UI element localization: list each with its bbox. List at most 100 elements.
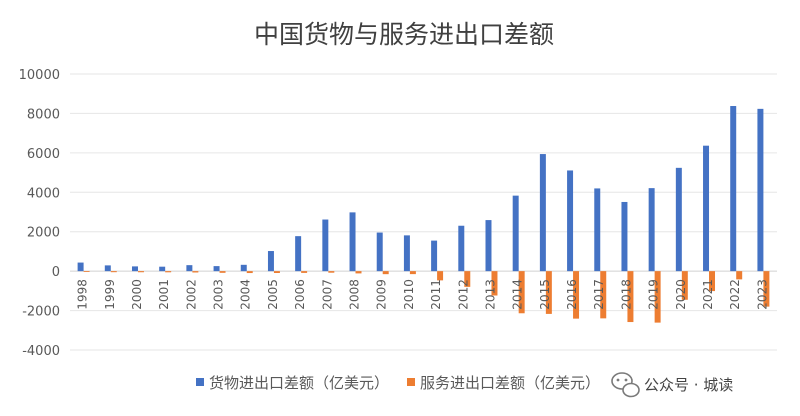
legend-swatch-services [407, 378, 415, 386]
services-bar [192, 271, 199, 273]
services-bar [355, 271, 362, 274]
x-tick-label: 1999 [103, 279, 117, 310]
x-tick-label: 1998 [76, 279, 90, 310]
services-bar [627, 271, 634, 323]
goods-bar [458, 225, 465, 272]
x-tick-label: 2010 [402, 279, 416, 310]
x-tick-label: 2000 [130, 279, 144, 310]
services-bar [600, 271, 607, 319]
services-bar [246, 271, 253, 274]
x-tick-label: 2006 [293, 279, 307, 310]
services-bar [110, 271, 117, 273]
goods-bar [485, 220, 492, 272]
services-bar [409, 271, 416, 275]
goods-bar [757, 108, 764, 272]
x-tick-label: 2013 [483, 279, 497, 310]
services-bar [736, 271, 743, 280]
goods-bar [77, 262, 84, 272]
goods-bar [159, 266, 166, 272]
goods-bar [104, 265, 111, 272]
services-bar [709, 271, 716, 292]
services-bar [137, 271, 144, 273]
legend-label-goods: 货物进出口差额（亿美元） [209, 374, 389, 392]
services-bar [83, 271, 90, 272]
services-bar [464, 271, 471, 287]
services-bar [545, 271, 552, 314]
goods-bar [186, 265, 193, 272]
x-tick-label: 2009 [375, 279, 389, 310]
legend-label-services: 服务进出口差额（亿美元） [420, 374, 600, 392]
x-tick-label: 2019 [647, 279, 661, 310]
goods-bar [403, 235, 410, 272]
x-tick-label: 2016 [565, 279, 579, 310]
x-tick-label: 2007 [320, 279, 334, 310]
services-bar [382, 271, 389, 275]
x-tick-label: 2005 [266, 279, 280, 310]
bar-layer [77, 106, 770, 323]
y-tick-label: 10000 [19, 68, 60, 83]
goods-bar [131, 266, 138, 272]
services-bar [328, 271, 335, 273]
goods-bar [621, 201, 628, 272]
services-bar [301, 271, 308, 273]
x-tick-label: 2020 [674, 279, 688, 310]
goods-bar [267, 251, 274, 272]
x-tick-label: 2003 [212, 279, 226, 310]
x-tick-label: 2011 [429, 279, 443, 310]
y-tick-label: 0 [52, 265, 60, 280]
services-bar [654, 271, 661, 323]
legend: 货物进出口差额（亿美元） 服务进出口差额（亿美元） [196, 374, 600, 392]
goods-bar [349, 212, 356, 272]
y-tick-label: -2000 [22, 305, 60, 320]
x-tick-label: 2017 [592, 279, 606, 310]
goods-bar [730, 106, 737, 272]
y-tick-labels: -4000 -2000 0 2000 4000 6000 8000 10000 [19, 68, 60, 359]
services-bar [273, 271, 280, 273]
goods-bar [376, 232, 383, 272]
x-tick-label: 2004 [239, 279, 253, 310]
goods-bar [213, 266, 220, 272]
goods-bar [703, 145, 710, 272]
x-tick-label: 2015 [538, 279, 552, 310]
watermark-text: 公众号 · 城读 [644, 376, 733, 394]
x-tick-label: 2021 [701, 279, 715, 310]
services-bar [165, 271, 172, 273]
x-tick-label: 2014 [511, 279, 525, 310]
goods-bar [567, 170, 574, 272]
x-tick-label: 2023 [755, 279, 769, 310]
y-tick-label: 8000 [27, 107, 60, 122]
x-tick-label: 2018 [619, 279, 633, 310]
x-tick-label: 2002 [184, 279, 198, 310]
x-tick-label: 2022 [728, 279, 742, 310]
y-tick-label: 6000 [27, 147, 60, 162]
x-tick-labels: 1998 1999 2000 2001 2002 2003 2004 2005 2006 2007… [76, 279, 770, 310]
services-bar [573, 271, 580, 319]
services-bar [763, 271, 770, 307]
goods-bar [648, 188, 655, 272]
services-bar [518, 271, 525, 314]
wechat-icon [611, 372, 640, 398]
x-tick-label: 2012 [456, 279, 470, 310]
goods-bar [431, 240, 438, 272]
y-tick-label: 2000 [27, 226, 60, 241]
goods-bar [322, 219, 329, 272]
goods-bar [295, 236, 302, 272]
goods-bar [594, 188, 601, 272]
services-bar [437, 271, 444, 281]
services-bar [491, 271, 498, 296]
services-bar [681, 271, 688, 300]
goods-bar [539, 154, 546, 272]
grid-layer [70, 73, 777, 351]
goods-bar [675, 167, 682, 272]
x-tick-label: 2008 [348, 279, 362, 310]
watermark: 公众号 · 城读 [611, 372, 733, 398]
legend-swatch-goods [196, 378, 204, 386]
x-tick-label: 2001 [157, 279, 171, 310]
goods-bar [512, 195, 519, 272]
chart-title: 中国货物与服务进出口差额 [254, 20, 554, 49]
y-tick-label: -4000 [22, 344, 60, 359]
goods-bar [240, 264, 247, 272]
services-bar [219, 271, 226, 273]
